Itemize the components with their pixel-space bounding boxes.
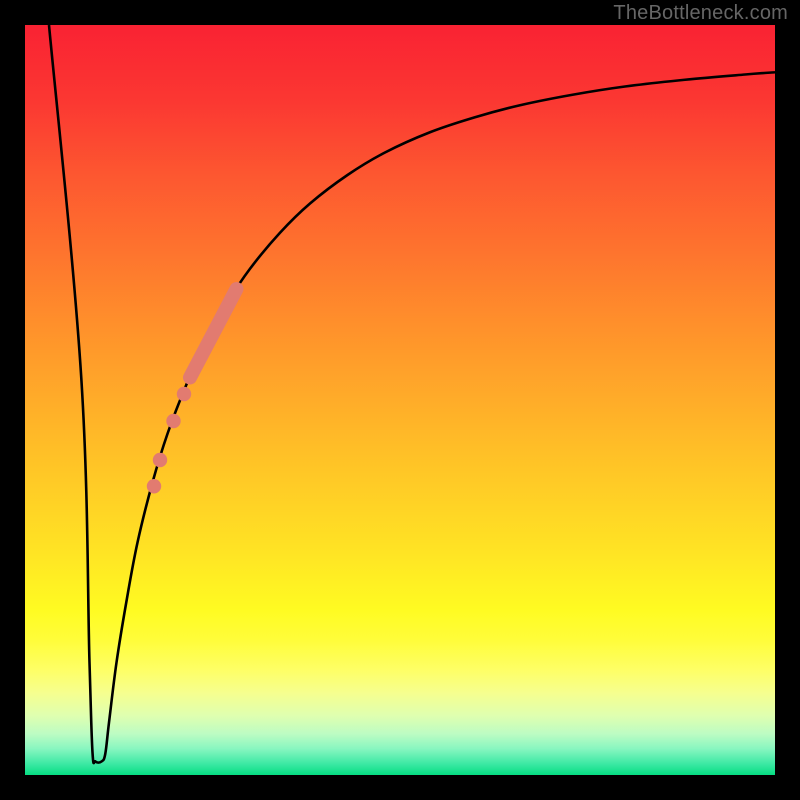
chart-svg: [0, 0, 800, 800]
highlight-dot: [166, 414, 180, 428]
plot-background: [25, 25, 775, 775]
highlight-dot: [177, 387, 191, 401]
chart-container: TheBottleneck.com: [0, 0, 800, 800]
highlight-dot: [147, 479, 161, 493]
highlight-dot: [153, 453, 167, 467]
watermark-label: TheBottleneck.com: [613, 2, 788, 25]
